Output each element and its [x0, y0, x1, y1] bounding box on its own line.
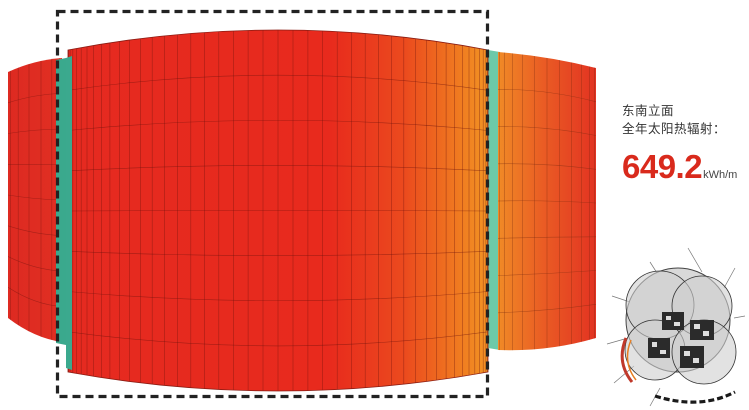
radiation-value-row: 649.2kWh/m: [622, 150, 749, 184]
main-cylinder: [66, 29, 489, 392]
facade-name: 东南立面: [622, 103, 675, 118]
radiation-unit: kWh/m: [703, 169, 738, 181]
facade-info: 东南立面 全年太阳热辐射： 649.2kWh/m: [622, 102, 749, 184]
radiation-value: 649.2: [622, 148, 703, 185]
metric-label: 全年太阳热辐射：: [622, 121, 727, 136]
right-cylinder: [488, 50, 596, 351]
highlight-frame: [55, 9, 490, 399]
site-plan-thumbnail-icon: [606, 247, 746, 407]
